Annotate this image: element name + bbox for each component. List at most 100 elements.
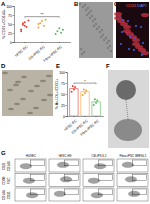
- point: [24, 21, 26, 23]
- point: [55, 33, 57, 35]
- tick-mark: [42, 42, 43, 43]
- row-label: CD31: [7, 191, 11, 199]
- row-label: CD31: [2, 162, 6, 170]
- flow-plot: [83, 188, 114, 201]
- tick-mark: [13, 6, 15, 7]
- image-d: [2, 70, 53, 116]
- tick-label: 100: [59, 71, 65, 75]
- flow-population: [94, 163, 106, 169]
- tick: 50: [8, 23, 14, 27]
- panel-label: G: [1, 150, 6, 156]
- tick-label: 0: [63, 115, 65, 119]
- tick-mark: [66, 116, 68, 117]
- point: [82, 94, 84, 96]
- flow-gate: [65, 160, 79, 166]
- flow-gate: [133, 189, 147, 195]
- tick-label: Fibro-iPSC-EC: [43, 45, 64, 63]
- tick-label: 50: [61, 93, 65, 97]
- point: [43, 25, 45, 27]
- tick: 100: [59, 71, 67, 75]
- axis-line: [13, 7, 15, 43]
- image-label: CD31: [126, 3, 137, 8]
- point: [26, 26, 28, 28]
- tick: 0: [10, 41, 14, 45]
- image-f-cell: [116, 80, 136, 100]
- image-texture: [85, 9, 87, 11]
- image-texture: [80, 48, 82, 50]
- tick: 100: [6, 5, 14, 9]
- tick-label: hESC-EC: [14, 45, 29, 58]
- flow-population: [23, 178, 35, 184]
- flow-gate: [99, 189, 113, 195]
- point: [83, 89, 85, 91]
- tick: 25: [8, 32, 14, 36]
- flow-gate: [133, 175, 147, 181]
- flow-population: [20, 163, 32, 169]
- tick-mark: [59, 42, 60, 43]
- flow-population: [128, 191, 140, 197]
- annotation: **: [40, 12, 44, 17]
- tick-mark: [96, 116, 97, 117]
- panel-label: D: [1, 63, 6, 69]
- tick-label: Fibro-iPSC-EC: [80, 119, 101, 137]
- tick: 50: [61, 93, 67, 97]
- tick: 75: [61, 82, 67, 86]
- image-nucleus: [142, 42, 144, 44]
- image-cell: [47, 94, 53, 96]
- bar: [92, 102, 100, 116]
- image-cell: [46, 75, 52, 77]
- image-f-cell: [114, 119, 142, 141]
- image-cell: [2, 72, 8, 74]
- flow-population: [88, 178, 100, 184]
- point: [72, 85, 74, 87]
- image-nucleus: [128, 48, 130, 50]
- tick-mark: [66, 72, 68, 73]
- y-axis: 0 25 50 75 100: [59, 71, 67, 119]
- image-cell: [15, 81, 21, 83]
- column-header: Fibro-iPSC IMR90-1: [119, 154, 146, 158]
- image-texture: [102, 34, 104, 36]
- image-texture: [90, 10, 92, 12]
- tick-label: 50: [8, 23, 12, 27]
- image-texture: [88, 12, 90, 14]
- marks: [70, 85, 100, 116]
- image-stain: [123, 29, 131, 33]
- tick-mark: [73, 116, 74, 117]
- flow-plot: [49, 159, 80, 172]
- column-header: HUVEC: [26, 154, 37, 158]
- image-nucleus: [135, 25, 137, 27]
- flow-gate: [133, 160, 147, 166]
- tick: 75: [8, 14, 14, 18]
- image-texture: [107, 47, 109, 49]
- tick-mark: [24, 42, 25, 43]
- flow-gate: [31, 160, 45, 166]
- panel-label: E: [56, 63, 60, 69]
- axis-title: % CD31+/CD144+: [2, 9, 6, 39]
- flow-gate: [99, 160, 113, 166]
- tick-mark: [85, 116, 86, 117]
- image-texture: [101, 29, 103, 31]
- point: [37, 23, 39, 25]
- flow-plot: [83, 174, 114, 187]
- image-texture: [98, 26, 100, 28]
- image-nucleus: [122, 19, 124, 21]
- image-f-link: [126, 100, 128, 119]
- x-axis: hESC-ECCB-iPSC-ECFibro-iPSC-EC: [14, 42, 70, 63]
- image-texture: [91, 15, 93, 17]
- flow-gate: [31, 189, 45, 195]
- point: [45, 19, 47, 21]
- axis-title: % Ac-LDL+/CD31+: [55, 79, 59, 109]
- row-label: CD90: [2, 176, 6, 184]
- chart: 0255075100hESC-ECCB-iPSC-ECFibro-iPSC-EC…: [55, 71, 104, 137]
- tick-label: 25: [61, 104, 65, 108]
- point: [20, 28, 22, 30]
- image-texture: [99, 31, 101, 33]
- tick-label: 75: [8, 14, 12, 18]
- image-texture: [105, 37, 107, 39]
- tick-label: 75: [61, 82, 65, 86]
- point: [84, 92, 86, 94]
- point: [93, 104, 95, 106]
- tick-label: 25: [8, 32, 12, 36]
- flow-population: [26, 192, 38, 198]
- image-texture: [93, 25, 95, 27]
